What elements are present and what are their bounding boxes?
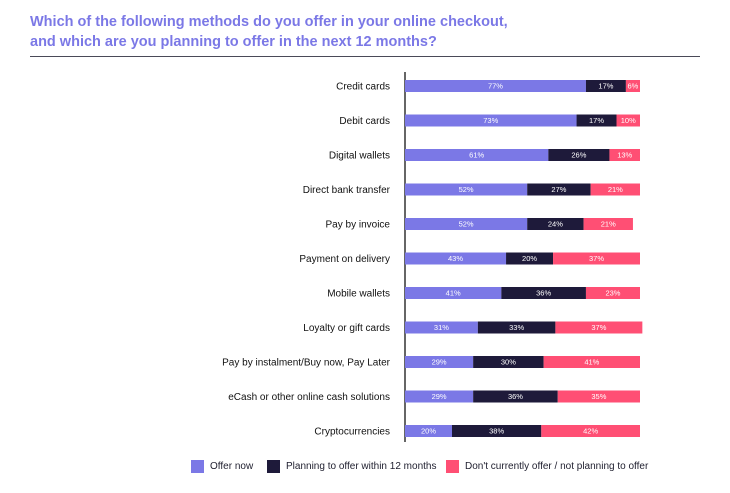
bar-pay-by-invoice-offer-now [405, 218, 528, 230]
category-label-digital-wallets: Digital wallets [329, 151, 390, 162]
bar-value-label: 43% [448, 254, 463, 263]
legend-label-offer-now: Offer now [210, 461, 254, 472]
bar-payment-on-delivery-offer-now [405, 252, 507, 265]
bar-pay-by-instalment-buy-now-pay-later-planning-to-offer-within-12-months [473, 356, 544, 368]
bar-debit-cards-don-t-currently-offer-not-planning-to-offer [616, 114, 640, 127]
bar-value-label: 26% [571, 151, 586, 160]
bar-debit-cards-offer-now [405, 114, 577, 127]
legend: Offer now Planning to offer within 12 mo… [0, 460, 730, 480]
bar-value-label: 29% [432, 358, 447, 367]
bar-value-label: 30% [501, 358, 516, 367]
bar-value-label: 20% [421, 427, 436, 436]
bar-value-label: 23% [605, 289, 620, 298]
chart-title: Which of the following methods do you of… [30, 12, 630, 52]
bar-ecash-or-other-online-cash-solutions-offer-now [405, 390, 474, 403]
bar-value-label: 17% [598, 82, 613, 91]
legend-label-dont-offer: Don't currently offer / not planning to … [465, 461, 649, 472]
bar-pay-by-invoice-don-t-currently-offer-not-planning-to-offer [583, 218, 633, 230]
bar-value-label: 17% [589, 116, 604, 125]
bar-value-label: 52% [459, 220, 474, 229]
legend-item-planning: Planning to offer within 12 months [267, 460, 436, 473]
bar-value-label: 41% [446, 289, 461, 298]
bar-mobile-wallets-don-t-currently-offer-not-planning-to-offer [585, 287, 640, 299]
legend-item-dont-offer: Don't currently offer / not planning to … [446, 460, 648, 473]
bar-cryptocurrencies-planning-to-offer-within-12-months [452, 425, 542, 437]
bar-value-label: 61% [469, 151, 484, 160]
bar-pay-by-instalment-buy-now-pay-later-don-t-currently-offer-not-planning-to-offer [543, 356, 640, 368]
bar-cryptocurrencies-don-t-currently-offer-not-planning-to-offer [541, 425, 640, 437]
category-label-cryptocurrencies: Cryptocurrencies [314, 427, 390, 438]
bar-value-label: 37% [589, 254, 604, 263]
bar-direct-bank-transfer-don-t-currently-offer-not-planning-to-offer [590, 183, 640, 196]
bar-value-label: 24% [548, 220, 563, 229]
bar-value-label: 31% [434, 323, 449, 332]
category-label-loyalty-or-gift-cards: Loyalty or gift cards [303, 323, 390, 334]
bar-cryptocurrencies-offer-now [405, 425, 452, 437]
bar-credit-cards-offer-now [405, 80, 586, 92]
bar-payment-on-delivery-planning-to-offer-within-12-months [506, 252, 554, 265]
legend-swatch-planning [267, 460, 280, 473]
bar-loyalty-or-gift-cards-offer-now [405, 321, 478, 334]
bar-value-label: 6% [628, 82, 639, 91]
category-label-pay-by-invoice: Pay by invoice [326, 220, 391, 231]
bar-value-label: 10% [621, 116, 636, 125]
title-divider [30, 56, 700, 57]
legend-item-offer-now: Offer now [191, 460, 253, 473]
category-label-ecash-or-other-online-cash-solutions: eCash or other online cash solutions [228, 392, 390, 403]
bar-credit-cards-planning-to-offer-within-12-months [585, 80, 626, 92]
bar-debit-cards-planning-to-offer-within-12-months [576, 114, 617, 127]
bar-credit-cards-don-t-currently-offer-not-planning-to-offer [625, 80, 640, 92]
bar-ecash-or-other-online-cash-solutions-don-t-currently-offer-not-planning-to-offer [557, 390, 640, 403]
bar-value-label: 21% [608, 185, 623, 194]
bar-loyalty-or-gift-cards-planning-to-offer-within-12-months [477, 321, 556, 334]
category-label-credit-cards: Credit cards [336, 82, 390, 93]
category-label-mobile-wallets: Mobile wallets [327, 289, 390, 300]
bar-value-label: 73% [483, 116, 498, 125]
category-label-pay-by-instalment-buy-now-pay-later: Pay by instalment/Buy now, Pay Later [222, 358, 391, 369]
bar-payment-on-delivery-don-t-currently-offer-not-planning-to-offer [553, 252, 640, 265]
category-label-debit-cards: Debit cards [339, 116, 390, 127]
bar-value-label: 21% [601, 220, 616, 229]
chart-title-line-1: Which of the following methods do you of… [30, 14, 508, 30]
bar-value-label: 29% [432, 392, 447, 401]
bar-value-label: 52% [459, 185, 474, 194]
stacked-bar-chart: Credit cards 77% 17% 6% Debit cards 73% 17% 10%… [222, 72, 643, 442]
bar-value-label: 42% [583, 427, 598, 436]
bar-value-label: 36% [536, 289, 551, 298]
bar-pay-by-invoice-planning-to-offer-within-12-months [527, 218, 584, 230]
bar-loyalty-or-gift-cards-don-t-currently-offer-not-planning-to-offer [555, 321, 643, 334]
chart-title-line-2: and which are you planning to offer in t… [30, 34, 437, 50]
bar-value-label: 35% [591, 392, 606, 401]
bar-mobile-wallets-offer-now [405, 287, 502, 299]
bar-pay-by-instalment-buy-now-pay-later-offer-now [405, 356, 474, 368]
bar-value-label: 37% [591, 323, 606, 332]
bar-value-label: 13% [617, 151, 632, 160]
bar-value-label: 41% [584, 358, 599, 367]
bar-direct-bank-transfer-planning-to-offer-within-12-months [527, 183, 591, 196]
legend-swatch-offer-now [191, 460, 204, 473]
legend-swatch-dont-offer [446, 460, 459, 473]
legend-label-planning: Planning to offer within 12 months [286, 461, 437, 472]
bar-value-label: 36% [508, 392, 523, 401]
category-label-payment-on-delivery: Payment on delivery [299, 254, 390, 265]
bar-digital-wallets-planning-to-offer-within-12-months [548, 149, 610, 161]
category-label-direct-bank-transfer: Direct bank transfer [303, 185, 391, 196]
bar-value-label: 20% [522, 254, 537, 263]
bar-value-label: 38% [489, 427, 504, 436]
bar-digital-wallets-don-t-currently-offer-not-planning-to-offer [609, 149, 640, 161]
bar-mobile-wallets-planning-to-offer-within-12-months [501, 287, 586, 299]
bar-value-label: 27% [551, 185, 566, 194]
bar-direct-bank-transfer-offer-now [405, 183, 528, 196]
bar-value-label: 33% [509, 323, 524, 332]
bar-ecash-or-other-online-cash-solutions-planning-to-offer-within-12-months [473, 390, 558, 403]
bar-value-label: 77% [488, 82, 503, 91]
bar-digital-wallets-offer-now [405, 149, 549, 161]
